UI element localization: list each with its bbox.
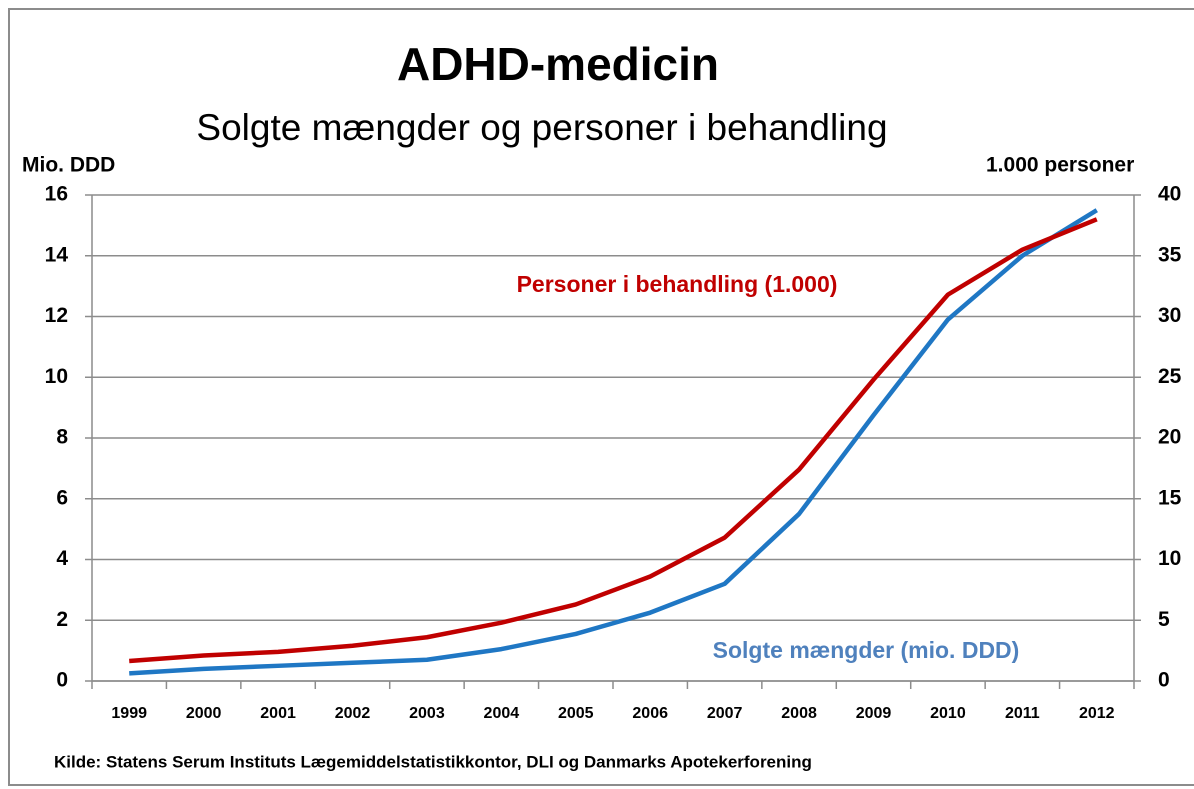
series-label: Solgte mængder (mio. DDD)	[713, 637, 1020, 663]
y-tick-label: 0	[56, 669, 68, 692]
y-axis-label: Mio. DDD	[22, 154, 115, 177]
x-tick-label: 2012	[1079, 705, 1115, 722]
y2-tick-label: 5	[1158, 608, 1170, 631]
y2-tick-label: 0	[1158, 669, 1170, 692]
x-tick-label: 2002	[335, 705, 371, 722]
y-tick-label: 16	[45, 183, 68, 206]
x-tick-label: 2007	[707, 705, 743, 722]
y-tick-label: 8	[56, 426, 68, 449]
x-tick-label: 2008	[781, 705, 817, 722]
series-label: Personer i behandling (1.000)	[517, 271, 838, 297]
chart-subtitle: Solgte mængder og personer i behandling	[196, 107, 887, 148]
y-tick-label: 6	[56, 486, 68, 509]
y2-tick-label: 25	[1158, 365, 1182, 388]
y2-tick-label: 30	[1158, 304, 1181, 327]
y2-tick-label: 40	[1158, 183, 1181, 206]
x-tick-label: 1999	[111, 705, 147, 722]
x-tick-label: 2001	[260, 705, 296, 722]
y2-tick-label: 15	[1158, 486, 1182, 509]
y2-axis-label: 1.000 personer	[986, 154, 1134, 177]
y2-tick-label: 20	[1158, 426, 1181, 449]
x-tick-label: 2004	[484, 705, 520, 722]
source-note: Kilde: Statens Serum Instituts Lægemidde…	[54, 752, 812, 771]
y2-tick-label: 10	[1158, 547, 1181, 570]
x-tick-label: 2006	[632, 705, 668, 722]
x-tick-label: 2009	[856, 705, 892, 722]
y-tick-label: 4	[56, 547, 68, 570]
y-tick-label: 12	[45, 304, 68, 327]
x-tick-label: 2010	[930, 705, 966, 722]
y-tick-label: 10	[45, 365, 68, 388]
x-tick-label: 2000	[186, 705, 222, 722]
y-tick-label: 2	[56, 608, 68, 631]
x-tick-label: 2011	[1005, 705, 1040, 722]
y2-tick-label: 35	[1158, 243, 1182, 266]
x-tick-label: 2003	[409, 705, 445, 722]
series-line	[129, 208, 1098, 676]
chart-title: ADHD-medicin	[397, 38, 719, 90]
x-tick-label: 2005	[558, 705, 594, 722]
series-line	[129, 217, 1098, 664]
y-tick-label: 14	[45, 243, 69, 266]
